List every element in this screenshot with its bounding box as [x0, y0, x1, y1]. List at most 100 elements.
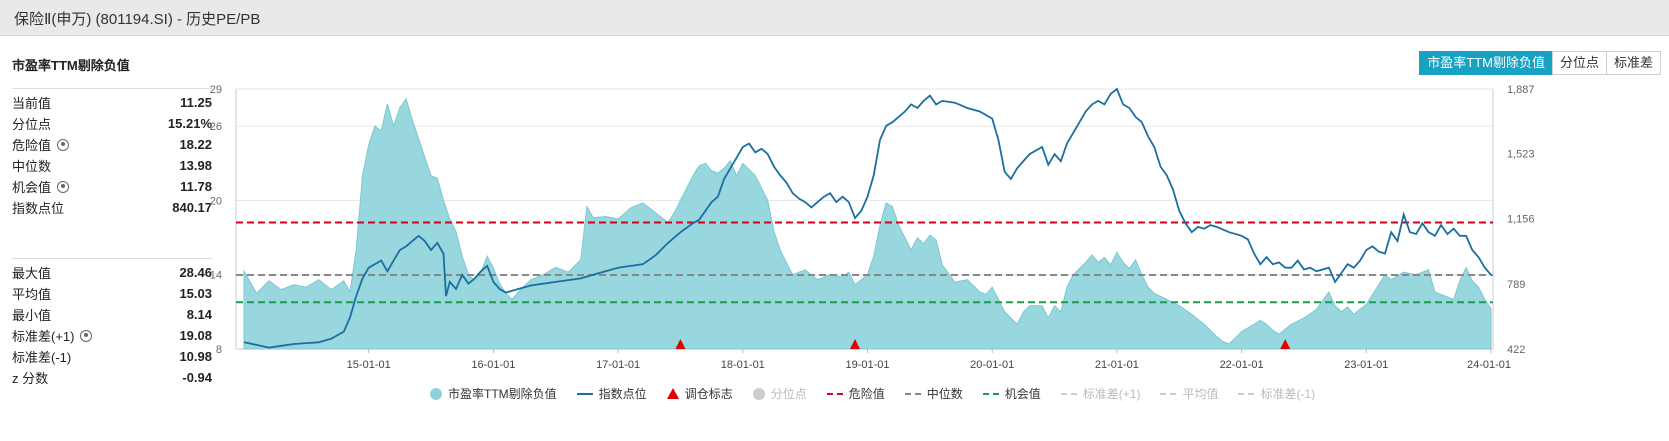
- view-tabs: 市盈率TTM剔除负值 分位点 标准差: [1419, 51, 1661, 75]
- legend-item-rebalance[interactable]: 调仓标志: [666, 385, 733, 402]
- x-tick-label: 19-01-01: [845, 359, 889, 371]
- legend-dash-icon: [1238, 392, 1255, 395]
- x-tick-label: 20-01-01: [970, 359, 1014, 371]
- legend-label: 危险值: [848, 387, 885, 401]
- legend-item-danger[interactable]: 危险值: [826, 385, 885, 402]
- legend-dash-icon: [1060, 392, 1077, 395]
- legend-dash-icon: [826, 392, 843, 395]
- gear-icon[interactable]: [80, 329, 93, 342]
- legend-label: 中位数: [926, 387, 963, 401]
- legend-line-icon: [576, 392, 593, 395]
- stat-value: 19.08: [179, 328, 212, 343]
- chart-legend: 市盈率TTM剔除负值 指数点位 调仓标志 分位点 危险值 中位数 机会值 标准差…: [430, 385, 1315, 402]
- x-tick-label: 16-01-01: [471, 359, 515, 371]
- stat-label: 最大值: [12, 266, 52, 281]
- y-left-tick-label: 29: [210, 84, 222, 96]
- x-tick-label: 22-01-01: [1220, 359, 1264, 371]
- gear-icon[interactable]: [57, 138, 70, 151]
- pe-chart[interactable]: 8 14 20 26 29 422 789 1,156 1,523 1,887 15-01-01 16…: [0, 0, 1669, 380]
- stat-label: 当前值: [12, 96, 52, 111]
- stat-value: 10.98: [179, 349, 212, 364]
- y-right-tick-label: 1,523: [1507, 149, 1535, 161]
- legend-item-std-plus[interactable]: 标准差(+1): [1060, 385, 1141, 402]
- y-left-tick-label: 8: [216, 344, 222, 356]
- stat-label: 机会值: [12, 180, 52, 195]
- stat-label: 标准差(+1): [12, 329, 75, 344]
- y-right-tick-label: 789: [1507, 279, 1525, 291]
- pe-area-series: [243, 97, 1492, 350]
- y-right-tick-label: 1,887: [1507, 84, 1535, 96]
- window-titlebar: 保险Ⅱ(申万) (801194.SI) - 历史PE/PB: [0, 0, 1669, 36]
- stat-label: 平均值: [12, 287, 52, 302]
- legend-item-mean[interactable]: 平均值: [1160, 385, 1218, 402]
- stat-value: 11.25: [180, 95, 212, 110]
- legend-label: 指数点位: [598, 387, 647, 401]
- window-title: 保险Ⅱ(申万) (801194.SI) - 历史PE/PB: [14, 11, 261, 28]
- gear-icon[interactable]: [57, 180, 70, 193]
- legend-label: 标准差(-1): [1260, 387, 1316, 401]
- stat-row-median: 中位数 13.98: [12, 155, 212, 176]
- stat-row-mean: 平均值 15.03: [12, 283, 212, 304]
- stat-value: -0.94: [182, 370, 212, 385]
- y-right-tick-label: 422: [1507, 344, 1525, 356]
- x-tick-label: 15-01-01: [347, 359, 391, 371]
- stat-row-opportunity: 机会值 11.78: [12, 176, 212, 197]
- tab-pe-ttm[interactable]: 市盈率TTM剔除负值: [1419, 51, 1553, 75]
- legend-item-median[interactable]: 中位数: [904, 385, 963, 402]
- legend-dot-icon: [752, 387, 765, 400]
- legend-label: 平均值: [1182, 387, 1219, 401]
- panel-title: 市盈率TTM剔除负值: [12, 58, 130, 73]
- legend-label: 分位点: [770, 387, 807, 401]
- y-left-tick-label: 20: [210, 195, 222, 207]
- legend-label: 标准差(+1): [1082, 387, 1141, 401]
- stat-label: 危险值: [12, 138, 52, 153]
- stats-current: 当前值 11.25 分位点 15.21% 危险值 18.22 中位数 13.98 机会值…: [12, 88, 212, 218]
- stat-row-std-minus: 标准差(-1) 10.98: [12, 346, 212, 367]
- stat-row-max: 最大值 28.46: [12, 262, 212, 283]
- stat-row-index-level: 指数点位 840.17: [12, 197, 212, 218]
- legend-item-index[interactable]: 指数点位: [576, 385, 647, 402]
- stat-label: z 分数: [12, 371, 49, 386]
- stat-row-zscore: z 分数 -0.94: [12, 367, 212, 388]
- legend-triangle-icon: [666, 388, 679, 399]
- legend-item-opportunity[interactable]: 机会值: [982, 385, 1041, 402]
- y-right-tick-label: 1,156: [1507, 214, 1535, 226]
- stat-value: 11.78: [180, 179, 212, 194]
- legend-dash-icon: [1160, 392, 1177, 395]
- legend-dash-icon: [982, 392, 999, 395]
- stat-row-danger: 危险值 18.22: [12, 134, 212, 155]
- legend-item-pe[interactable]: 市盈率TTM剔除负值: [430, 385, 557, 402]
- legend-dash-icon: [904, 392, 921, 395]
- stat-label: 分位点: [12, 117, 52, 132]
- stat-row-current: 当前值 11.25: [12, 92, 212, 113]
- rebalance-marker-2: [1280, 339, 1291, 349]
- x-tick-label: 17-01-01: [596, 359, 640, 371]
- tab-percentile[interactable]: 分位点: [1551, 51, 1607, 75]
- stat-value: 8.14: [186, 307, 212, 322]
- stat-value: 28.46: [179, 265, 212, 280]
- stat-label: 指数点位: [12, 201, 65, 216]
- stat-value: 840.17: [172, 200, 212, 215]
- stat-value: 15.21%: [167, 116, 212, 131]
- stats-summary: 最大值 28.46 平均值 15.03 最小值 8.14 标准差(+1) 19.08 标…: [12, 258, 212, 388]
- legend-label: 机会值: [1004, 387, 1041, 401]
- legend-dot-icon: [430, 387, 442, 400]
- x-tick-label: 18-01-01: [721, 359, 765, 371]
- x-tick-label: 21-01-01: [1095, 359, 1139, 371]
- legend-item-percentile[interactable]: 分位点: [752, 385, 807, 402]
- tab-stddev[interactable]: 标准差: [1605, 51, 1661, 75]
- legend-label: 调仓标志: [684, 387, 733, 401]
- legend-item-std-minus[interactable]: 标准差(-1): [1238, 385, 1315, 402]
- stat-value: 18.22: [179, 137, 212, 152]
- stat-value: 13.98: [179, 158, 212, 173]
- stat-row-std-plus: 标准差(+1) 19.08: [12, 325, 212, 346]
- stat-row-percentile: 分位点 15.21%: [12, 113, 212, 134]
- index-line-series: [243, 87, 1492, 349]
- stat-label: 标准差(-1): [12, 350, 72, 365]
- rebalance-marker-0: [675, 339, 686, 349]
- stat-row-min: 最小值 8.14: [12, 304, 212, 325]
- stat-value: 15.03: [179, 286, 212, 301]
- x-tick-label: 24-01-01: [1467, 359, 1511, 371]
- y-left-tick-label: 26: [210, 121, 222, 133]
- stat-label: 最小值: [12, 308, 52, 323]
